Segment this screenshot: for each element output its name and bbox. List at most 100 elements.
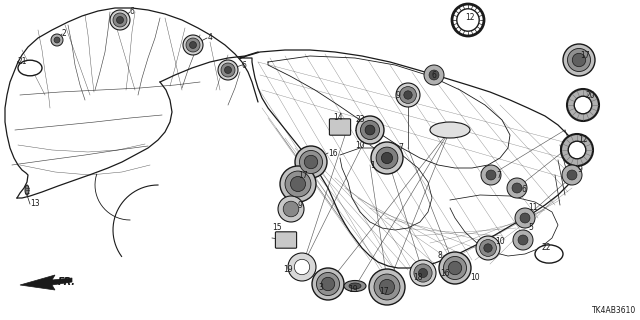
Circle shape	[399, 87, 417, 103]
Circle shape	[186, 38, 200, 52]
Ellipse shape	[18, 60, 42, 76]
Circle shape	[396, 83, 420, 107]
Circle shape	[479, 240, 497, 256]
Text: 13: 13	[30, 199, 40, 209]
Circle shape	[51, 34, 63, 46]
Circle shape	[304, 155, 317, 169]
Circle shape	[295, 146, 327, 178]
Text: 7: 7	[496, 171, 501, 180]
Circle shape	[376, 147, 398, 169]
Circle shape	[374, 274, 400, 300]
Text: 16: 16	[328, 148, 338, 157]
Circle shape	[312, 268, 344, 300]
Text: 21: 21	[18, 58, 28, 67]
Circle shape	[568, 141, 586, 159]
Circle shape	[444, 257, 467, 280]
Circle shape	[360, 120, 380, 140]
Circle shape	[476, 236, 500, 260]
Circle shape	[294, 259, 310, 275]
Text: 8: 8	[438, 251, 443, 260]
Text: 10: 10	[355, 140, 365, 149]
Circle shape	[419, 268, 428, 277]
Text: 19: 19	[283, 266, 292, 275]
Circle shape	[520, 213, 530, 223]
Circle shape	[574, 96, 592, 114]
Circle shape	[568, 48, 591, 72]
Text: 12: 12	[578, 135, 588, 145]
FancyBboxPatch shape	[330, 119, 351, 135]
Circle shape	[561, 134, 593, 166]
Circle shape	[424, 65, 444, 85]
Ellipse shape	[349, 283, 361, 289]
Circle shape	[321, 277, 335, 291]
Circle shape	[381, 152, 392, 164]
Circle shape	[221, 63, 235, 77]
Text: 2: 2	[62, 29, 67, 38]
Text: TK4AB3610: TK4AB3610	[592, 306, 636, 315]
Text: 10: 10	[470, 274, 479, 283]
Circle shape	[300, 150, 323, 173]
Circle shape	[54, 37, 60, 43]
Text: 6: 6	[242, 60, 247, 69]
Circle shape	[285, 171, 311, 197]
Text: 1: 1	[370, 161, 375, 170]
Circle shape	[280, 166, 316, 202]
Circle shape	[507, 178, 527, 198]
Circle shape	[283, 201, 299, 217]
Text: 18: 18	[413, 274, 422, 283]
Text: 20: 20	[586, 91, 596, 100]
Text: 9: 9	[578, 165, 583, 174]
Text: 6: 6	[521, 186, 526, 195]
Text: 4: 4	[208, 34, 213, 43]
Circle shape	[439, 252, 471, 284]
Ellipse shape	[535, 245, 563, 263]
Text: 11: 11	[528, 203, 538, 212]
Circle shape	[512, 183, 522, 193]
Circle shape	[518, 235, 528, 245]
Circle shape	[563, 44, 595, 76]
Text: 17: 17	[379, 287, 388, 297]
Text: 10: 10	[495, 237, 504, 246]
Circle shape	[110, 10, 130, 30]
Circle shape	[380, 279, 394, 294]
Circle shape	[365, 125, 375, 135]
Circle shape	[410, 260, 436, 286]
Circle shape	[317, 273, 339, 296]
Circle shape	[567, 170, 577, 180]
Circle shape	[448, 261, 461, 275]
Circle shape	[515, 208, 535, 228]
Circle shape	[567, 89, 599, 121]
Circle shape	[486, 170, 496, 180]
Circle shape	[414, 264, 432, 282]
Circle shape	[189, 42, 196, 49]
Text: 6: 6	[130, 7, 135, 17]
Text: 6: 6	[432, 70, 437, 79]
Circle shape	[481, 165, 501, 185]
Circle shape	[288, 253, 316, 281]
Ellipse shape	[25, 185, 29, 195]
Circle shape	[371, 142, 403, 174]
Circle shape	[572, 53, 586, 67]
Text: 17: 17	[298, 172, 308, 180]
Circle shape	[484, 244, 492, 252]
Ellipse shape	[344, 281, 366, 292]
Text: 9: 9	[297, 201, 302, 210]
Text: 9: 9	[395, 91, 400, 100]
FancyBboxPatch shape	[275, 232, 296, 248]
Text: 17: 17	[580, 51, 589, 60]
Circle shape	[225, 67, 232, 74]
Text: FR.: FR.	[58, 277, 76, 287]
Circle shape	[562, 165, 582, 185]
Text: 5: 5	[528, 223, 533, 233]
Text: 15: 15	[272, 223, 282, 233]
Circle shape	[404, 91, 412, 99]
Text: 22: 22	[541, 244, 550, 252]
Circle shape	[369, 269, 405, 305]
Circle shape	[116, 17, 124, 23]
Text: 12: 12	[465, 13, 474, 22]
Text: 23: 23	[355, 116, 365, 124]
Circle shape	[356, 116, 384, 144]
Circle shape	[291, 176, 305, 192]
Circle shape	[278, 196, 304, 222]
Text: 16: 16	[440, 269, 450, 278]
